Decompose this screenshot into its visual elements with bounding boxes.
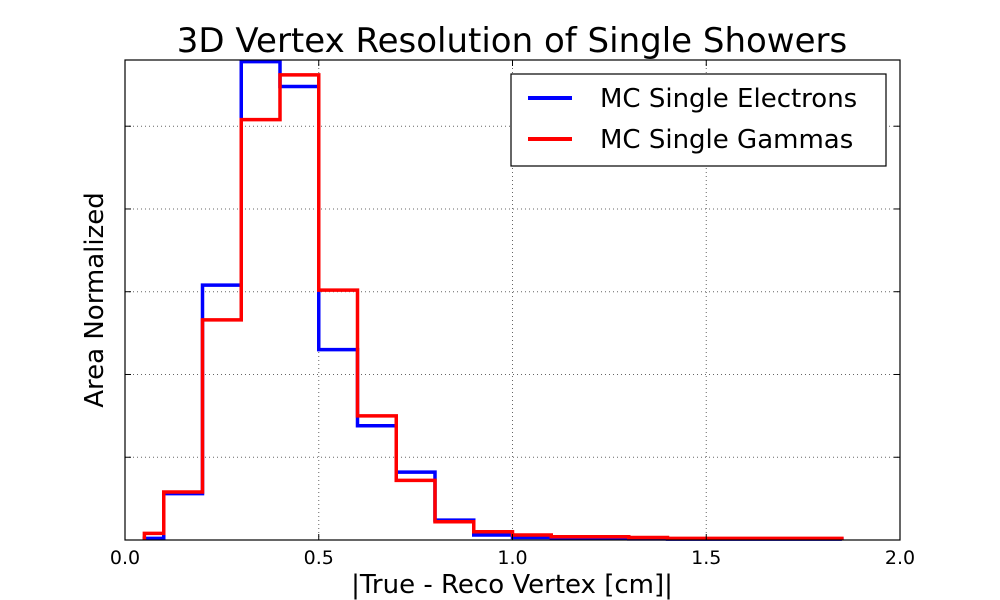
y-axis-label: Area Normalized [80, 192, 110, 408]
chart-title: 3D Vertex Resolution of Single Showers [177, 21, 847, 61]
legend-label-electrons: MC Single Electrons [600, 84, 857, 114]
legend-label-gammas: MC Single Gammas [600, 125, 853, 155]
x-tick-label: 1.0 [497, 547, 527, 569]
x-tick-label: 1.5 [691, 547, 721, 569]
x-axis-label: |True - Reco Vertex [cm]| [351, 570, 673, 600]
legend: MC Single Electrons MC Single Gammas [510, 73, 887, 167]
histogram-line-gammas [142, 73, 844, 541]
x-tick-label: 0.0 [110, 547, 140, 569]
x-tick-labels: 0.0 0.5 1.0 1.5 2.0 [110, 547, 915, 569]
x-tick-label: 2.0 [885, 547, 915, 569]
x-tick-label: 0.5 [304, 547, 334, 569]
histogram-series [142, 59, 844, 541]
plot-frame [124, 59, 901, 541]
legend-box [510, 73, 887, 167]
